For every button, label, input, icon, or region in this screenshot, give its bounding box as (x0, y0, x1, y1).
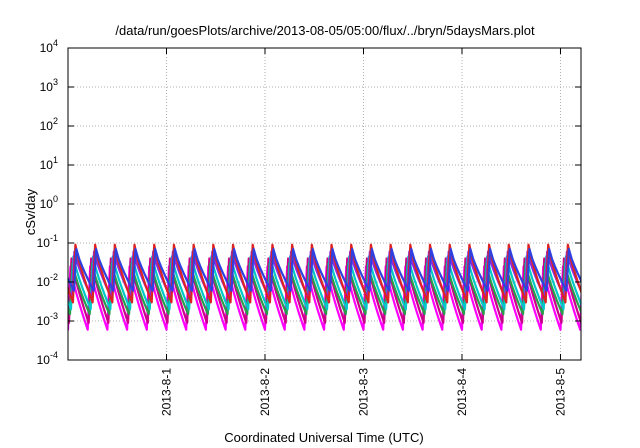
series-line (68, 247, 581, 292)
y-axis-label: cSv/day (23, 188, 38, 235)
y-tick-label: 10-2 (37, 272, 58, 289)
series-line (68, 257, 581, 324)
y-tick-label: 10-4 (37, 350, 58, 367)
x-tick-label: 2013-8-3 (356, 368, 370, 416)
y-tick-label: 100 (40, 194, 58, 211)
y-axis: 10-4 10-3 10-2 10-1 100 101 102 103 104 (37, 38, 581, 367)
y-tick-label: 102 (40, 116, 58, 133)
x-axis-label: Coordinated Universal Time (UTC) (224, 430, 423, 445)
series-line (68, 243, 581, 304)
grid (68, 48, 581, 360)
x-tick-label: 2013-8-4 (455, 368, 469, 416)
x-tick-label: 2013-8-5 (553, 368, 567, 416)
chart-title: /data/run/goesPlots/archive/2013-08-05/0… (115, 23, 535, 38)
y-tick-label: 10-3 (37, 311, 58, 328)
x-axis: 2013-8-1 2013-8-2 2013-8-3 2013-8-4 2013-8-5 (159, 48, 567, 416)
y-tick-label: 101 (40, 155, 58, 172)
x-tick-label: 2013-8-2 (258, 368, 272, 416)
y-tick-label: 10-1 (37, 233, 58, 250)
y-tick-label: 104 (40, 38, 58, 55)
x-tick-label: 2013-8-1 (159, 368, 173, 416)
series-layer (68, 243, 581, 331)
y-tick-label: 103 (40, 77, 58, 94)
